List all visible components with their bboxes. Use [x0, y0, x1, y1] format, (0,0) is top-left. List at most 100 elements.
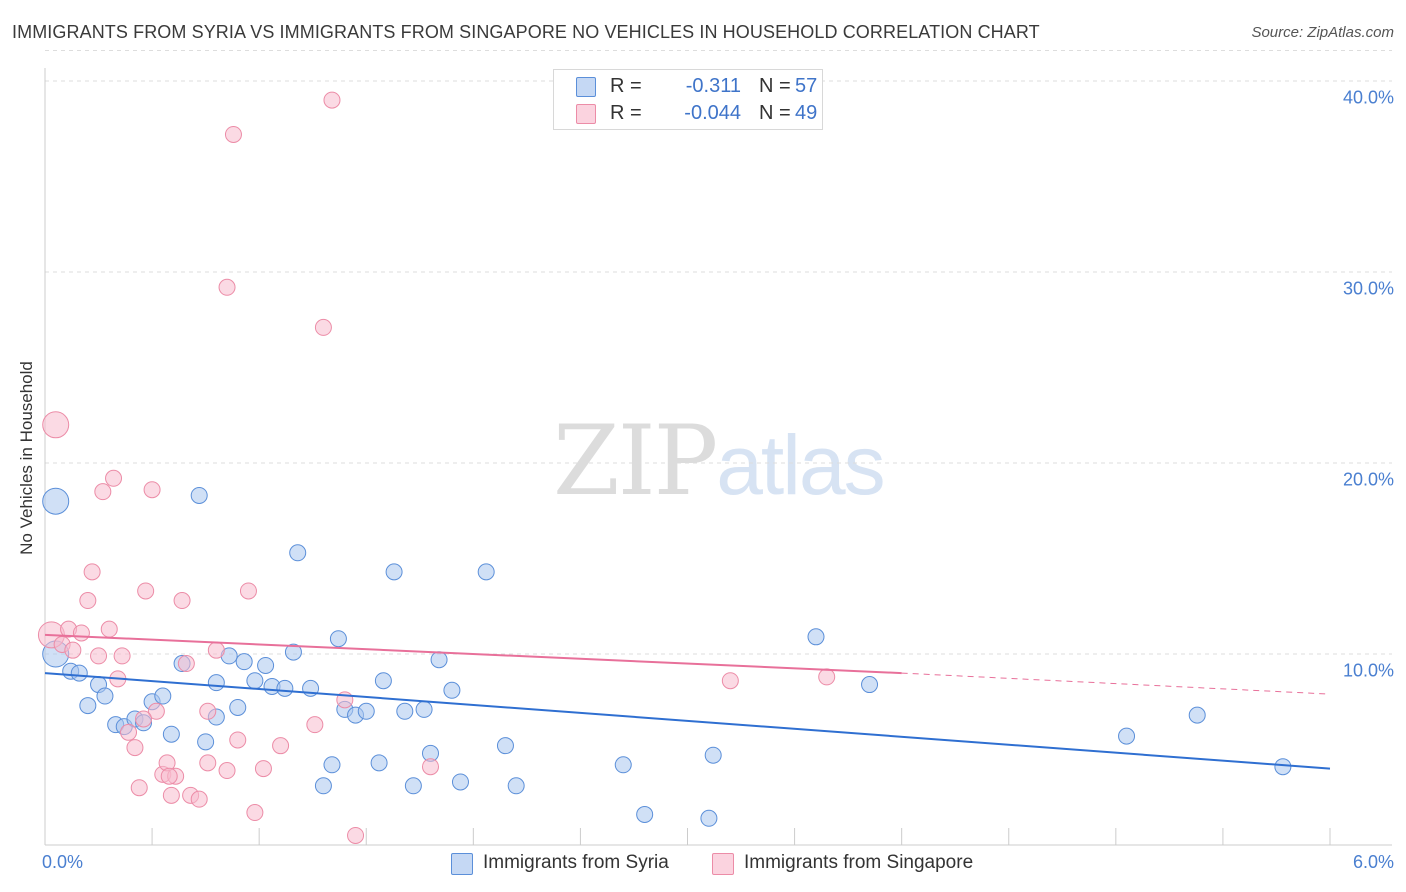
syria-point — [385, 563, 403, 581]
syria-point — [700, 809, 718, 827]
syria-point — [162, 725, 180, 743]
syria-point — [451, 773, 469, 791]
syria-point — [614, 756, 632, 774]
legend-label-singapore: Immigrants from Singapore — [744, 852, 974, 873]
singapore-point — [314, 318, 332, 336]
singapore-point — [190, 790, 208, 808]
syria-point — [636, 805, 654, 823]
singapore-point — [100, 620, 118, 638]
singapore-point — [120, 723, 138, 741]
y-axis-label: No Vehicles in Household — [17, 361, 36, 555]
data-points — [37, 91, 1292, 844]
legend-swatch-singapore — [712, 853, 734, 875]
singapore-point — [173, 592, 191, 610]
syria-point — [443, 681, 461, 699]
singapore-point — [422, 758, 439, 776]
singapore-point — [137, 582, 155, 600]
syria-point — [314, 777, 332, 795]
legend-label-syria: Immigrants from Syria — [483, 852, 669, 873]
legend-r-value: -0.311 — [685, 75, 741, 97]
y-tick-label-40: 40.0% — [1342, 87, 1394, 108]
legend-n-label: N = — [759, 75, 791, 97]
singapore-trend-line — [44, 633, 902, 675]
syria-point — [370, 754, 388, 772]
syria-point — [323, 756, 341, 774]
singapore-trend-line-dashed — [901, 672, 1331, 695]
syria-point — [396, 702, 414, 720]
singapore-point — [199, 702, 217, 720]
syria-point — [79, 697, 97, 715]
syria-point — [257, 656, 275, 674]
singapore-point — [347, 826, 365, 844]
singapore-point — [130, 779, 148, 797]
singapore-point — [239, 582, 257, 600]
syria-point — [477, 563, 495, 581]
singapore-point — [143, 481, 161, 499]
source-label: Source: ZipAtlas.com — [1251, 24, 1394, 41]
singapore-point — [246, 804, 264, 822]
legend-n-value: 57 — [795, 75, 818, 97]
syria-trend-line — [44, 672, 1331, 770]
syria-point — [861, 676, 879, 694]
singapore-point — [818, 668, 836, 686]
singapore-point — [162, 786, 180, 804]
singapore-point — [147, 702, 165, 720]
y-tick-label-20: 20.0% — [1342, 469, 1394, 490]
legend-r-label: R = — [610, 75, 642, 97]
syria-point — [1188, 706, 1206, 724]
singapore-point — [177, 655, 195, 673]
syria-point — [70, 664, 88, 682]
watermark-atlas: atlas — [716, 418, 885, 512]
singapore-point — [64, 641, 82, 659]
syria-point — [415, 700, 433, 718]
syria-point — [1118, 727, 1136, 745]
singapore-point — [218, 278, 236, 296]
singapore-point — [218, 762, 236, 780]
syria-point — [430, 651, 448, 669]
legend-r-value: -0.044 — [684, 102, 741, 124]
syria-point — [96, 687, 114, 705]
syria-point — [704, 746, 722, 764]
grid — [45, 49, 1392, 655]
syria-point — [357, 702, 375, 720]
x-tick-label-max: 6.0% — [1352, 852, 1394, 872]
syria-point — [329, 630, 347, 648]
syria-point — [246, 672, 264, 690]
singapore-point — [135, 710, 153, 728]
trend-lines — [44, 633, 1331, 770]
singapore-point — [160, 767, 178, 785]
singapore-point — [199, 754, 217, 772]
singapore-point — [105, 469, 123, 487]
syria-point — [289, 544, 307, 562]
singapore-point — [207, 641, 225, 659]
legend-n-label: N = — [759, 102, 791, 124]
singapore-point — [83, 563, 101, 581]
singapore-point — [90, 647, 108, 665]
syria-point — [197, 733, 215, 751]
legend-n-value: 49 — [795, 102, 818, 124]
singapore-point — [94, 483, 112, 501]
singapore-point — [254, 760, 272, 778]
singapore-point — [323, 91, 341, 109]
syria-point — [374, 672, 392, 690]
watermark: ZIPatlas — [553, 405, 886, 517]
syria-point — [154, 687, 172, 705]
singapore-point — [79, 592, 97, 610]
y-tick-label-10: 10.0% — [1342, 660, 1394, 681]
syria-point — [276, 679, 294, 697]
singapore-point — [721, 672, 739, 690]
syria-point — [404, 777, 422, 795]
syria-point — [229, 698, 247, 716]
syria-point — [190, 486, 208, 504]
syria-point — [1274, 758, 1292, 776]
x-tick-label-min: 0.0% — [42, 852, 84, 872]
legend-swatch-syria — [576, 77, 596, 97]
legend-swatch-syria — [451, 853, 473, 875]
chart-title: IMMIGRANTS FROM SYRIA VS IMMIGRANTS FROM… — [12, 22, 1040, 42]
singapore-point — [229, 731, 247, 749]
axes — [44, 68, 1392, 846]
syria-point — [42, 487, 70, 515]
singapore-point — [272, 737, 290, 755]
legend-r-label: R = — [610, 102, 642, 124]
